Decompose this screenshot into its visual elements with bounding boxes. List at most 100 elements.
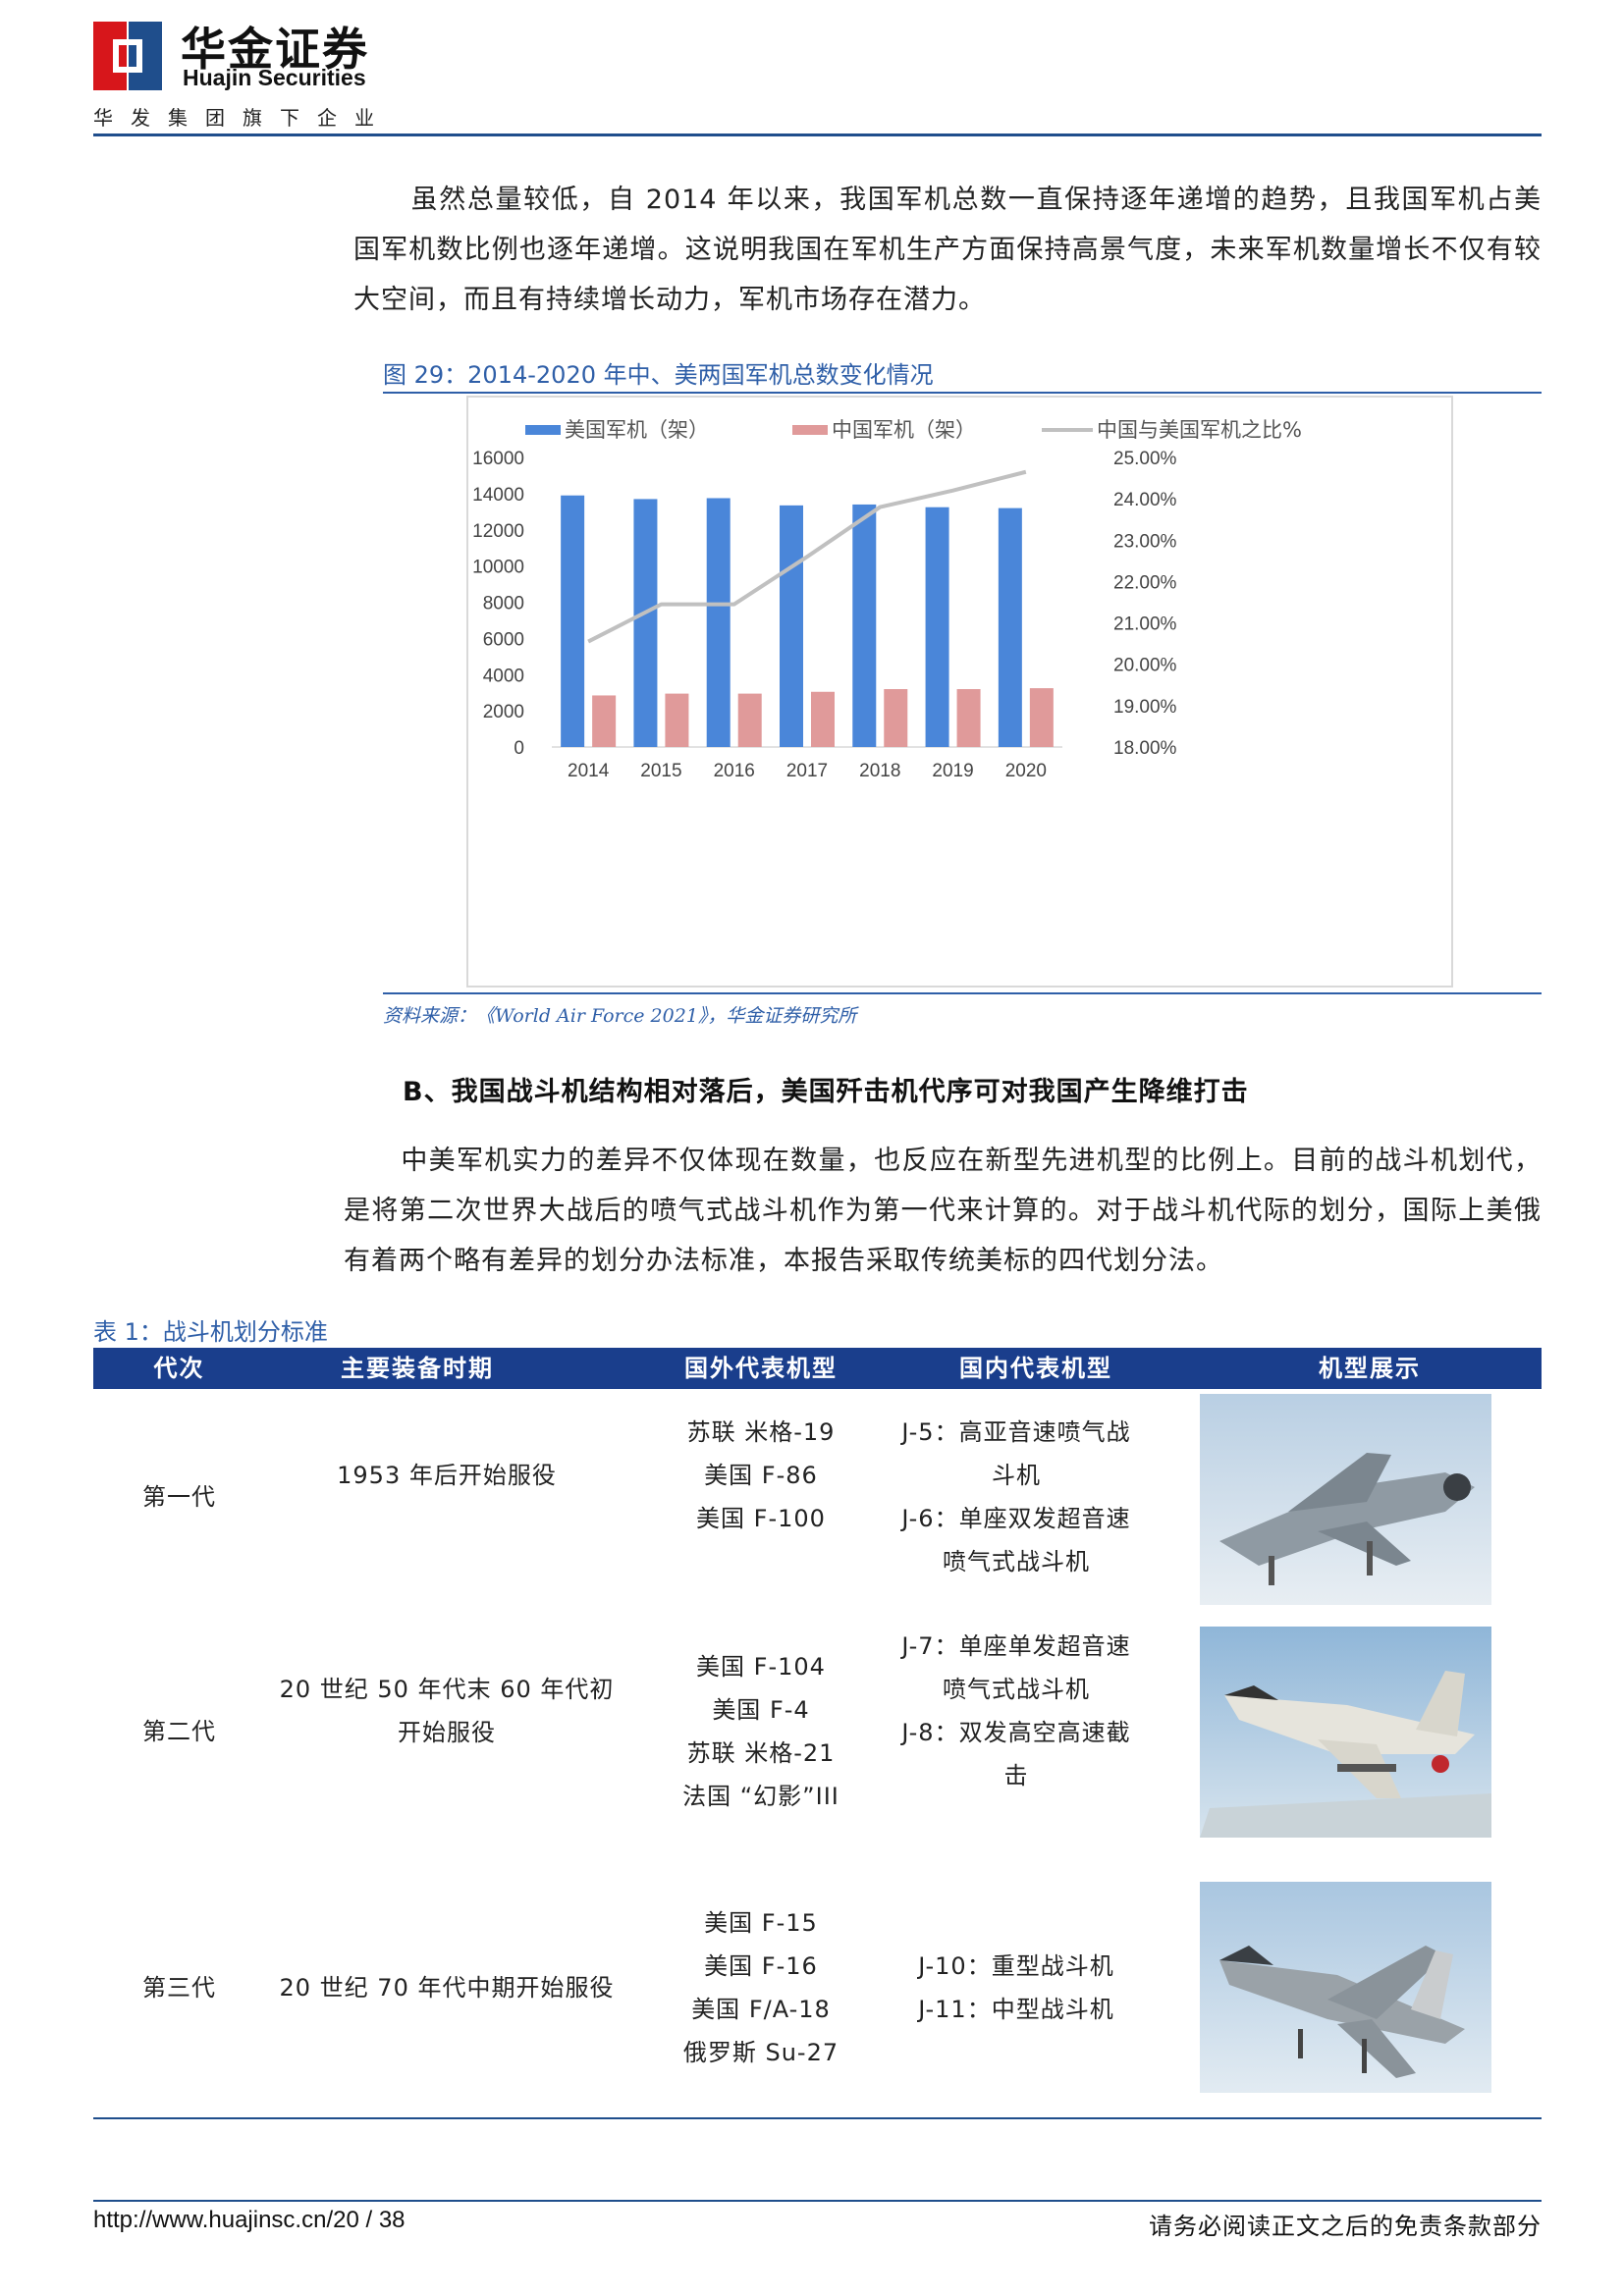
table-title: 表 1：战斗机划分标准 bbox=[93, 1318, 328, 1346]
x-tick-label: 2018 bbox=[859, 761, 900, 781]
row2-foreign: 美国 F-104 美国 F-4 苏联 米格-21 法国 “幻影”III bbox=[643, 1645, 879, 1818]
figure-bottom-rule bbox=[383, 992, 1542, 994]
fighter-jet-photo-gen1 bbox=[1200, 1394, 1491, 1605]
row1-domestic-line: J-6：单座双发超音速 bbox=[901, 1505, 1131, 1532]
bar-cn bbox=[1029, 688, 1054, 747]
y-right-tick-label: 21.00% bbox=[1113, 614, 1177, 635]
y-left-tick-label: 2000 bbox=[483, 702, 524, 722]
x-tick-label: 2016 bbox=[714, 761, 755, 781]
header-period: 主要装备时期 bbox=[341, 1355, 494, 1382]
row1-domestic-line: 喷气式战斗机 bbox=[943, 1548, 1090, 1575]
section-b-paragraph-text: 中美军机实力的差异不仅体现在数量，也反应在新型先进机型的比例上。目前的战斗机划代… bbox=[344, 1146, 1542, 1276]
row1-foreign: 苏联 米格-19 美国 F-86 美国 F-100 bbox=[643, 1411, 879, 1540]
row1-domestic: J-5：高亚音速喷气战 斗机 J-6：单座双发超音速 喷气式战斗机 bbox=[884, 1411, 1149, 1583]
y-right-tick-label: 23.00% bbox=[1113, 531, 1177, 552]
row2-foreign-line: 美国 F-4 bbox=[712, 1696, 810, 1724]
bar-us bbox=[852, 504, 877, 747]
x-tick-label: 2020 bbox=[1005, 761, 1047, 781]
row3-foreign-line: 俄罗斯 Su-27 bbox=[682, 2039, 839, 2066]
row1-domestic-line: J-5：高亚音速喷气战 bbox=[901, 1418, 1131, 1446]
bar-us bbox=[706, 498, 731, 747]
row2-domestic-line: 喷气式战斗机 bbox=[943, 1676, 1090, 1703]
row2-foreign-line: 苏联 米格-21 bbox=[686, 1739, 836, 1767]
bar-cn bbox=[811, 691, 835, 747]
row3-domestic-line: J-11：中型战斗机 bbox=[918, 1996, 1114, 2023]
y-left-tick-label: 16000 bbox=[472, 449, 524, 469]
header-divider bbox=[93, 133, 1542, 136]
fighter-jet-photo-gen2 bbox=[1200, 1627, 1491, 1838]
intro-paragraph: 虽然总量较低，自 2014 年以来，我国军机总数一直保持逐年递增的趋势，且我国军… bbox=[353, 175, 1542, 325]
row2-domestic-line: 击 bbox=[1003, 1762, 1029, 1789]
footer-disclaimer: 请务必阅读正文之后的免责条款部分 bbox=[1149, 2213, 1542, 2240]
table-bottom-rule bbox=[93, 2117, 1542, 2119]
bar-cn bbox=[592, 695, 617, 747]
row2-foreign-line: 美国 F-104 bbox=[696, 1653, 826, 1681]
bar-us bbox=[998, 507, 1022, 747]
x-tick-label: 2019 bbox=[932, 761, 973, 781]
brand-name-en: Huajin Securities bbox=[183, 65, 366, 90]
table-header-row: 代次 主要装备时期 国外代表机型 国内代表机型 机型展示 bbox=[93, 1348, 1542, 1389]
row3-domestic-line: J-10：重型战斗机 bbox=[918, 1952, 1114, 1980]
header-showcase: 机型展示 bbox=[1319, 1355, 1421, 1382]
footer-divider bbox=[93, 2200, 1542, 2202]
bar-us bbox=[780, 505, 803, 747]
bar-cn bbox=[956, 689, 981, 747]
y-right-tick-label: 25.00% bbox=[1113, 449, 1177, 469]
y-left-tick-label: 6000 bbox=[483, 629, 524, 650]
row1-foreign-line: 苏联 米格-19 bbox=[686, 1418, 836, 1446]
section-b-paragraph: 中美军机实力的差异不仅体现在数量，也反应在新型先进机型的比例上。目前的战斗机划代… bbox=[344, 1136, 1542, 1286]
row1-foreign-line: 美国 F-100 bbox=[696, 1505, 826, 1532]
row1-generation: 第一代 bbox=[142, 1483, 216, 1511]
military-aircraft-chart: 0 2000 4000 6000 8000 10000 12000 14000 16000 18.… bbox=[472, 418, 1302, 781]
row2-generation: 第二代 bbox=[142, 1718, 216, 1745]
y-left-tick-label: 12000 bbox=[472, 521, 524, 542]
x-tick-label: 2014 bbox=[568, 761, 610, 781]
figure-top-rule bbox=[383, 392, 1542, 394]
y-right-tick-label: 20.00% bbox=[1113, 656, 1177, 676]
chart-container: 0 2000 4000 6000 8000 10000 12000 14000 16000 18.… bbox=[466, 396, 1453, 988]
row2-domestic-line: J-7：单座单发超音速 bbox=[901, 1632, 1131, 1660]
brand-name-cn: 华金证券 bbox=[181, 23, 369, 76]
row3-period: 20 世纪 70 年代中期开始服役 bbox=[265, 1966, 628, 2009]
row3-foreign: 美国 F-15 美国 F-16 美国 F/A-18 俄罗斯 Su-27 bbox=[643, 1901, 879, 2074]
header-domestic: 国内代表机型 bbox=[959, 1355, 1112, 1382]
bar-us bbox=[633, 499, 658, 747]
legend-swatch bbox=[525, 425, 561, 435]
bar-cn bbox=[884, 689, 908, 747]
y-right-tick-label: 19.00% bbox=[1113, 697, 1177, 718]
bar-cn bbox=[665, 693, 689, 747]
row3-foreign-line: 美国 F/A-18 bbox=[691, 1996, 831, 2023]
figure-title: 图 29：2014-2020 年中、美两国军机总数变化情况 bbox=[383, 361, 934, 389]
y-right-tick-label: 22.00% bbox=[1113, 572, 1177, 593]
row2-period-line: 20 世纪 50 年代末 60 年代初 bbox=[279, 1676, 615, 1703]
brand-tagline: 华发集团旗下企业 bbox=[93, 106, 392, 130]
row1-period: 1953 年后开始服役 bbox=[265, 1454, 628, 1497]
row2-period: 20 世纪 50 年代末 60 年代初 开始服役 bbox=[265, 1668, 628, 1754]
row2-domestic: J-7：单座单发超音速 喷气式战斗机 J-8：双发高空高速截 击 bbox=[884, 1625, 1149, 1797]
row1-period-line: 1953 年后开始服役 bbox=[337, 1462, 557, 1489]
y-left-tick-label: 4000 bbox=[483, 666, 524, 686]
footer-url-page: http://www.huajinsc.cn/20 / 38 bbox=[93, 2207, 406, 2233]
row3-foreign-line: 美国 F-16 bbox=[704, 1952, 818, 1980]
y-left-tick-label: 14000 bbox=[472, 485, 524, 506]
x-tick-label: 2015 bbox=[640, 761, 681, 781]
row2-foreign-line: 法国 “幻影”III bbox=[682, 1783, 839, 1810]
y-right-tick-label: 18.00% bbox=[1113, 738, 1177, 759]
row1-foreign-line: 美国 F-86 bbox=[704, 1462, 818, 1489]
figure-source: 资料来源：《World Air Force 2021》，华金证券研究所 bbox=[383, 1005, 857, 1027]
bar-us bbox=[561, 495, 585, 747]
huajin-logo-icon bbox=[93, 22, 162, 90]
section-b-title: B、我国战斗机结构相对落后，美国歼击机代序可对我国产生降维打击 bbox=[403, 1077, 1249, 1107]
row3-domestic: J-10：重型战斗机 J-11：中型战斗机 bbox=[884, 1945, 1149, 2031]
legend-swatch bbox=[792, 425, 828, 435]
row1-domestic-line: 斗机 bbox=[992, 1462, 1041, 1489]
legend-label: 美国军机（架） bbox=[565, 418, 709, 442]
x-tick-label: 2017 bbox=[786, 761, 828, 781]
bar-us bbox=[925, 507, 949, 747]
fighter-jet-photo-gen3 bbox=[1200, 1882, 1491, 2093]
y-left-tick-label: 0 bbox=[514, 738, 524, 759]
row2-period-line: 开始服役 bbox=[398, 1719, 496, 1746]
intro-paragraph-text: 虽然总量较低，自 2014 年以来，我国军机总数一直保持逐年递增的趋势，且我国军… bbox=[353, 185, 1542, 315]
row3-period-line: 20 世纪 70 年代中期开始服役 bbox=[279, 1974, 615, 2002]
row3-generation: 第三代 bbox=[142, 1974, 216, 2002]
